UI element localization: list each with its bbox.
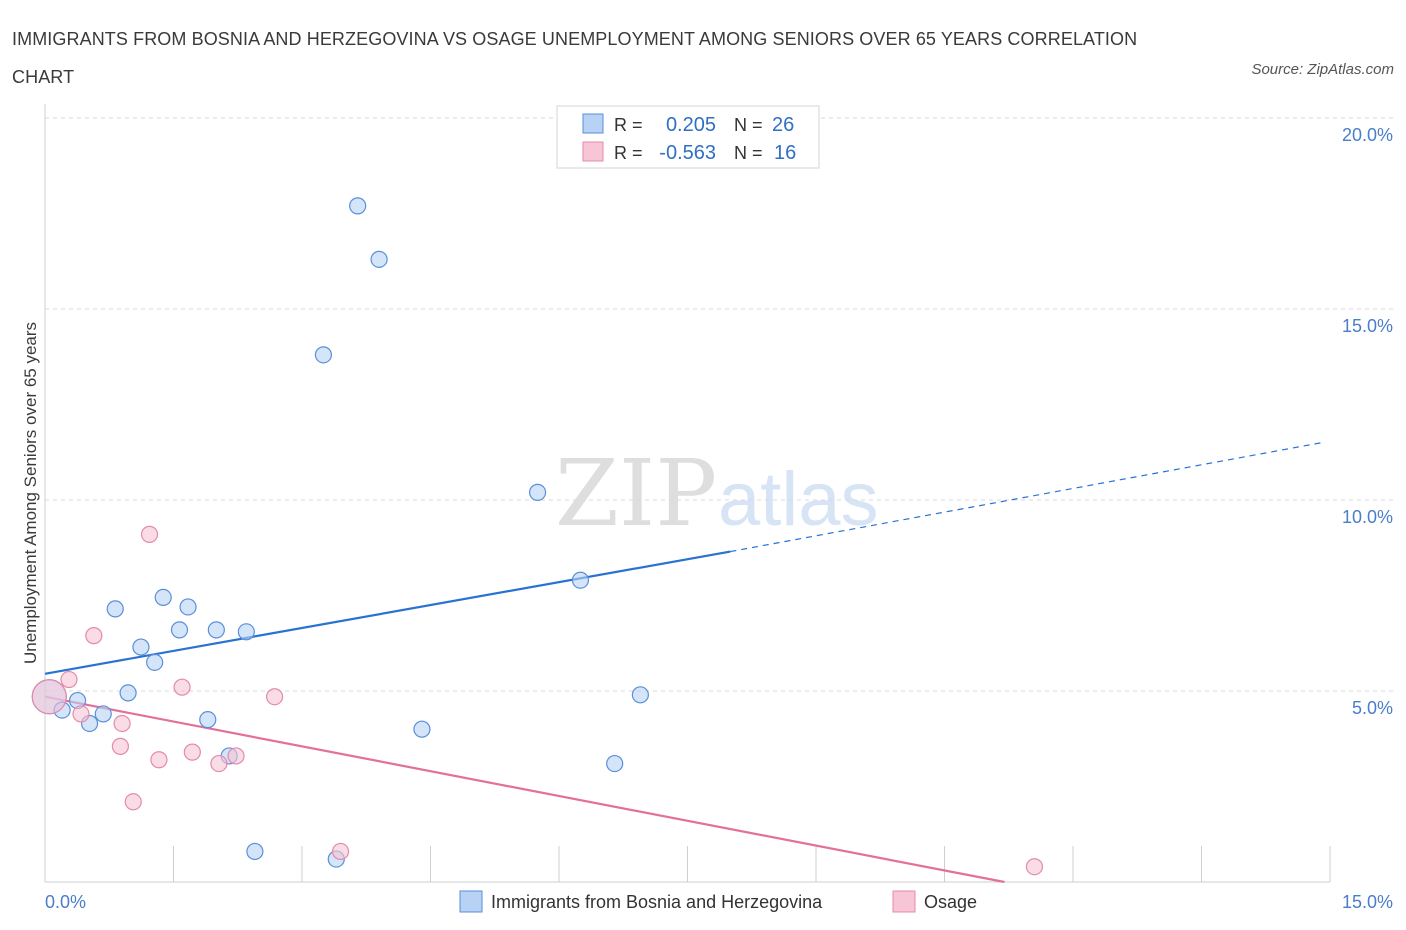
point-blue-9 <box>154 588 172 607</box>
y-axis-label: Unemployment Among Seniors over 65 years <box>21 322 40 664</box>
point-pink-14 <box>331 842 350 861</box>
legend-r-value-blue: 0.205 <box>666 114 716 136</box>
y-tick-label-1: 10.0% <box>1342 507 1393 527</box>
point-pink-7 <box>140 525 159 543</box>
point-blue-24 <box>606 754 624 773</box>
chart-title: IMMIGRANTS FROM BOSNIA AND HERZEGOVINA V… <box>12 29 1138 87</box>
point-pink-13 <box>265 688 284 706</box>
series-legend: Immigrants from Bosnia and Herzegovina O… <box>459 890 977 913</box>
point-blue-10 <box>170 621 189 639</box>
point-blue-22 <box>528 483 547 501</box>
legend-r-value-pink: -0.563 <box>659 142 716 164</box>
point-blue-16 <box>246 842 264 861</box>
legend-n-value-pink: 16 <box>774 142 796 164</box>
point-blue-11 <box>179 598 197 616</box>
trend-line-extension-blue <box>730 442 1322 553</box>
series-legend-label-blue: Immigrants from Bosnia and Herzegovina <box>491 892 823 912</box>
point-pink-3 <box>85 627 103 645</box>
data-points <box>31 197 1044 876</box>
point-blue-23 <box>571 571 590 589</box>
point-pink-8 <box>150 751 168 769</box>
point-pink-10 <box>183 743 201 761</box>
y-tick-label-3: 20.0% <box>1342 125 1393 145</box>
watermark-zip: ZIP <box>555 440 717 547</box>
point-blue-7 <box>132 638 150 656</box>
legend-r-label-blue: R = <box>614 115 643 135</box>
point-pink-0 <box>31 679 67 715</box>
point-pink-11 <box>210 754 228 773</box>
point-blue-4 <box>94 705 112 723</box>
series-legend-label-pink: Osage <box>924 892 977 912</box>
point-blue-8 <box>146 653 164 671</box>
watermark: ZIP atlas <box>555 440 879 547</box>
point-blue-20 <box>370 250 388 268</box>
series-legend-swatch-blue <box>459 890 483 913</box>
point-pink-5 <box>113 714 131 733</box>
point-blue-25 <box>631 686 649 704</box>
correlation-legend: R = 0.205 N = 26 R = -0.563 N = 16 <box>556 105 820 169</box>
point-blue-12 <box>199 711 217 729</box>
point-pink-9 <box>173 678 191 696</box>
point-pink-6 <box>124 793 142 811</box>
point-blue-5 <box>106 600 124 618</box>
legend-n-label-blue: N = <box>734 115 763 135</box>
point-pink-15 <box>1025 858 1044 876</box>
legend-n-value-blue: 26 <box>772 114 794 136</box>
point-blue-15 <box>237 623 255 641</box>
trend-line-blue <box>44 550 731 675</box>
point-blue-13 <box>207 621 225 639</box>
legend-swatch-blue <box>582 113 604 134</box>
legend-swatch-pink <box>582 141 604 162</box>
x-tick-label-min: 0.0% <box>45 892 86 912</box>
source-label: Source: ZipAtlas.com <box>1251 61 1394 78</box>
point-blue-21 <box>413 720 431 738</box>
point-pink-4 <box>111 737 129 755</box>
gridlines <box>45 117 1393 692</box>
point-pink-12 <box>227 747 245 765</box>
y-tick-labels: 5.0% 10.0% 15.0% 20.0% <box>1342 125 1393 718</box>
point-pink-1 <box>60 670 78 689</box>
series-legend-swatch-pink <box>892 890 916 913</box>
point-blue-17 <box>314 346 333 364</box>
y-tick-label-0: 5.0% <box>1352 698 1393 718</box>
trend-line-pink <box>44 695 1005 884</box>
x-tick-label-max: 15.0% <box>1342 892 1393 912</box>
point-blue-6 <box>119 684 137 702</box>
legend-n-label-pink: N = <box>734 143 763 163</box>
point-blue-19 <box>349 197 367 215</box>
y-tick-label-2: 15.0% <box>1342 316 1393 336</box>
point-pink-2 <box>72 705 90 723</box>
axes <box>44 104 1331 883</box>
legend-r-label-pink: R = <box>614 143 643 163</box>
